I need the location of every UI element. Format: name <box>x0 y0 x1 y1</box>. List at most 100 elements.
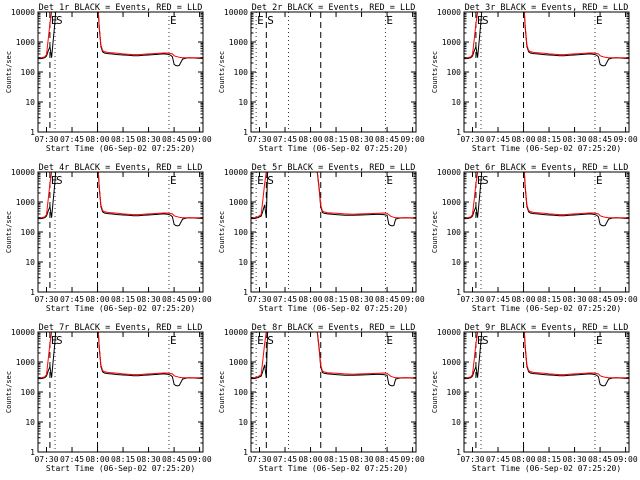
x-tick-label: 08:15 <box>111 295 135 304</box>
x-tick-label: 09:00 <box>401 295 425 304</box>
y-axis-title: Counts/sec <box>5 371 13 413</box>
y-axis-title: Counts/sec <box>218 51 226 93</box>
x-tick-label: 09:00 <box>401 135 425 144</box>
event-marker-label: S <box>267 14 274 27</box>
event-marker-label: E <box>170 334 177 347</box>
x-tick-label: 09:00 <box>188 295 212 304</box>
event-marker-label: E <box>257 174 264 187</box>
x-tick-label: 09:00 <box>614 295 638 304</box>
x-tick-label: 07:30 <box>460 295 484 304</box>
events-series-line <box>464 332 629 387</box>
y-tick-label: 1000 <box>229 38 248 47</box>
x-tick-label: 08:15 <box>324 295 348 304</box>
x-tick-label: 07:45 <box>486 455 510 464</box>
plot-frame <box>250 171 417 293</box>
event-marker-label: E <box>51 334 58 347</box>
y-tick-label: 1000 <box>442 38 461 47</box>
plot-frame <box>37 11 204 133</box>
panel-title: Det_8r BLACK = Events, RED = LLD <box>252 323 416 333</box>
y-tick-label: 10 <box>25 258 35 267</box>
x-tick-label: 09:00 <box>614 135 638 144</box>
lld-series-line <box>251 172 416 219</box>
y-axis-title: Counts/sec <box>431 51 439 93</box>
x-tick-label: 08:15 <box>324 135 348 144</box>
event-marker-label: E <box>51 14 58 27</box>
x-tick-label: 07:45 <box>486 295 510 304</box>
y-tick-label: 1 <box>243 448 248 457</box>
plot-frame <box>250 11 417 133</box>
y-tick-label: 1000 <box>442 198 461 207</box>
y-tick-label: 10000 <box>224 328 248 337</box>
y-axis-title: Counts/sec <box>431 211 439 253</box>
y-axis-title: Counts/sec <box>5 51 13 93</box>
x-tick-label: 07:45 <box>486 135 510 144</box>
y-tick-label: 100 <box>21 68 36 77</box>
plot-frame <box>463 171 630 293</box>
y-tick-label: 10000 <box>11 168 35 177</box>
x-tick-label: 07:45 <box>273 135 297 144</box>
x-tick-label: 08:15 <box>537 135 561 144</box>
x-tick-label: 09:00 <box>401 455 425 464</box>
y-tick-label: 1000 <box>442 358 461 367</box>
x-tick-label: 08:00 <box>298 295 322 304</box>
y-axis-title: Counts/sec <box>218 211 226 253</box>
x-tick-label: 09:00 <box>614 455 638 464</box>
y-tick-label: 100 <box>447 68 462 77</box>
x-tick-label: 08:15 <box>111 455 135 464</box>
events-series-line <box>251 332 416 387</box>
y-tick-label: 10000 <box>224 8 248 17</box>
x-tick-label: 08:45 <box>375 295 399 304</box>
panel-title: Det_9r BLACK = Events, RED = LLD <box>465 323 629 333</box>
event-marker-label: S <box>56 334 63 347</box>
event-marker-label: E <box>596 174 603 187</box>
y-tick-label: 10 <box>451 258 461 267</box>
y-tick-label: 10000 <box>437 8 461 17</box>
x-tick-label: 08:45 <box>588 295 612 304</box>
x-tick-label: 08:00 <box>85 455 109 464</box>
x-tick-label: 07:30 <box>247 135 271 144</box>
x-tick-label: 08:45 <box>162 455 186 464</box>
x-tick-label: 08:30 <box>137 455 161 464</box>
event-marker-label: S <box>56 174 63 187</box>
x-tick-label: 08:00 <box>298 455 322 464</box>
y-tick-label: 100 <box>21 228 36 237</box>
event-marker-label: E <box>257 14 264 27</box>
x-tick-label: 07:30 <box>460 135 484 144</box>
y-tick-label: 10 <box>238 418 248 427</box>
y-tick-label: 1 <box>456 288 461 297</box>
x-tick-label: 08:15 <box>537 295 561 304</box>
y-tick-label: 10 <box>25 418 35 427</box>
x-axis-title: Start Time (06-Sep-02 07:25:20) <box>259 144 408 153</box>
x-tick-label: 07:30 <box>34 295 58 304</box>
lld-series-line <box>38 172 203 219</box>
y-axis-title: Counts/sec <box>218 371 226 413</box>
event-marker-label: E <box>51 174 58 187</box>
y-tick-label: 10000 <box>11 328 35 337</box>
event-marker-label: E <box>386 334 393 347</box>
event-marker-label: S <box>267 174 274 187</box>
event-marker-label: E <box>596 334 603 347</box>
x-tick-label: 08:00 <box>511 135 535 144</box>
y-tick-label: 1 <box>456 128 461 137</box>
plot-frame <box>250 331 417 453</box>
x-tick-label: 08:00 <box>85 295 109 304</box>
x-tick-label: 08:30 <box>137 295 161 304</box>
x-tick-label: 08:30 <box>563 295 587 304</box>
events-series-line <box>38 172 203 227</box>
y-tick-label: 100 <box>234 388 249 397</box>
x-tick-label: 08:45 <box>375 455 399 464</box>
lld-series-line <box>464 172 629 219</box>
x-tick-label: 08:45 <box>588 455 612 464</box>
y-tick-label: 10000 <box>437 168 461 177</box>
x-tick-label: 08:15 <box>537 455 561 464</box>
plot-frame <box>463 331 630 453</box>
y-tick-label: 1000 <box>16 38 35 47</box>
x-tick-label: 07:30 <box>34 455 58 464</box>
